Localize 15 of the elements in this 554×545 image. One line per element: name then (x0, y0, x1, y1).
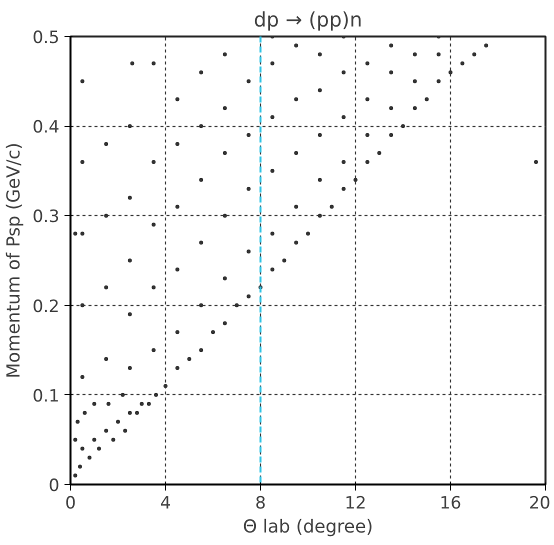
x-tick-label: 16 (440, 494, 462, 514)
chart-title: dp → (pp)n (254, 8, 362, 32)
y-tick-label: 0.2 (32, 296, 60, 317)
y-axis-title: Momentum of Psp (GeV/c) (3, 142, 24, 378)
x-tick-label: 8 (255, 494, 266, 514)
x-tick-label: 4 (160, 494, 171, 514)
x-tick-label: 0 (65, 494, 76, 514)
x-tick-label: 20 (528, 494, 551, 514)
y-tick-label: 0.5 (32, 28, 60, 48)
x-axis-title: Θ lab (degree) (242, 516, 374, 538)
x-tick-label: 12 (344, 494, 366, 514)
y-tick-label: 0 (48, 476, 60, 496)
y-tick-label: 0.4 (32, 118, 60, 138)
y-tick-label: 0.3 (32, 207, 60, 228)
y-tick-label: 0.1 (32, 386, 60, 406)
